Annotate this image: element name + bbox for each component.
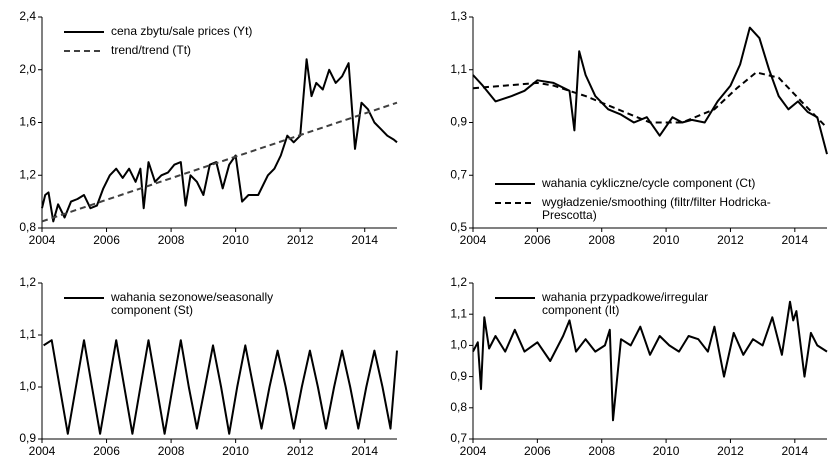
x-tick-label: 2010	[653, 444, 680, 458]
legend-swatch	[64, 50, 104, 52]
x-tick-label: 2014	[351, 444, 378, 458]
legend-label: wahania przypadkowe/irregular component …	[542, 290, 709, 317]
x-tick-label: 2012	[717, 444, 744, 458]
legend-swatch	[495, 183, 535, 185]
series-line	[472, 71, 828, 129]
x-tick-label: 2012	[287, 233, 314, 247]
legend-label: cena zbytu/sale prices (Yt)	[111, 24, 253, 38]
y-tick-label: 1,2	[450, 275, 467, 289]
legend: wahania przypadkowe/irregular component …	[493, 291, 722, 317]
x-tick-label: 2008	[158, 233, 185, 247]
legend-item: wahania przypadkowe/irregular component …	[493, 291, 722, 317]
legend-label: wahania cykliczne/cycle component (Ct)	[542, 176, 756, 190]
series-line	[41, 101, 398, 223]
y-tick-label: 0,7	[450, 167, 467, 181]
x-tick-label: 2010	[222, 233, 249, 247]
series-line	[43, 339, 398, 435]
x-tick-label: 2008	[158, 444, 185, 458]
x-tick-label: 2006	[524, 233, 551, 247]
legend-label: wygładzenie/smoothing (filtr/filter Hodr…	[542, 195, 771, 222]
y-tick-label: 1,2	[19, 167, 36, 181]
series-line	[472, 300, 828, 422]
x-tick-label: 2012	[287, 444, 314, 458]
x-tick-label: 2006	[524, 444, 551, 458]
legend: cena zbytu/sale prices (Yt) trend/trend (…	[62, 25, 252, 57]
y-tick-label: 0,5	[450, 220, 467, 234]
x-tick-label: 2014	[781, 444, 808, 458]
legend-item: wahania sezonowe/seasonally component (S…	[62, 291, 286, 317]
legend: wahania cykliczne/cycle component (Ct) wy…	[493, 177, 792, 222]
y-tick-label: 1,1	[19, 327, 36, 341]
legend: wahania sezonowe/seasonally component (S…	[62, 291, 286, 317]
legend-label: trend/trend (Tt)	[111, 43, 192, 57]
y-tick-label: 1,2	[19, 275, 36, 289]
x-tick-label: 2006	[93, 233, 120, 247]
x-tick-label: 2010	[222, 444, 249, 458]
y-tick-label: 1,6	[19, 115, 36, 129]
legend-swatch	[495, 202, 535, 204]
y-tick-label: 2,0	[19, 62, 36, 76]
y-tick-label: 1,0	[19, 379, 36, 393]
x-tick-label: 2006	[93, 444, 120, 458]
y-tick-label: 0,7	[450, 431, 467, 445]
legend-label: wahania sezonowe/seasonally component (S…	[111, 290, 274, 317]
legend-swatch	[495, 297, 535, 299]
y-tick-label: 1,1	[450, 306, 467, 320]
legend-item: wahania cykliczne/cycle component (Ct)	[493, 177, 792, 190]
y-tick-label: 1,3	[450, 9, 467, 23]
y-tick-label: 0,8	[19, 220, 36, 234]
x-tick-label: 2014	[351, 233, 378, 247]
legend-item: trend/trend (Tt)	[62, 44, 252, 57]
y-tick-label: 0,9	[450, 115, 467, 129]
x-tick-label: 2004	[460, 233, 487, 247]
legend-item: wygładzenie/smoothing (filtr/filter Hodr…	[493, 196, 792, 222]
series-line	[472, 26, 828, 155]
legend-swatch	[64, 297, 104, 299]
x-tick-label: 2004	[29, 444, 56, 458]
y-tick-label: 2,4	[19, 9, 36, 23]
x-tick-label: 2008	[588, 444, 615, 458]
x-tick-label: 2010	[653, 233, 680, 247]
x-tick-label: 2012	[717, 233, 744, 247]
x-tick-label: 2004	[29, 233, 56, 247]
legend-item: cena zbytu/sale prices (Yt)	[62, 25, 252, 38]
legend-swatch	[64, 31, 104, 33]
y-tick-label: 1,1	[450, 62, 467, 76]
x-tick-label: 2014	[781, 233, 808, 247]
y-tick-label: 0,8	[450, 400, 467, 414]
y-tick-label: 1,0	[450, 338, 467, 352]
y-tick-label: 0,9	[450, 369, 467, 383]
y-tick-label: 0,9	[19, 431, 36, 445]
series-line	[41, 58, 398, 223]
x-tick-label: 2008	[588, 233, 615, 247]
x-tick-label: 2004	[460, 444, 487, 458]
